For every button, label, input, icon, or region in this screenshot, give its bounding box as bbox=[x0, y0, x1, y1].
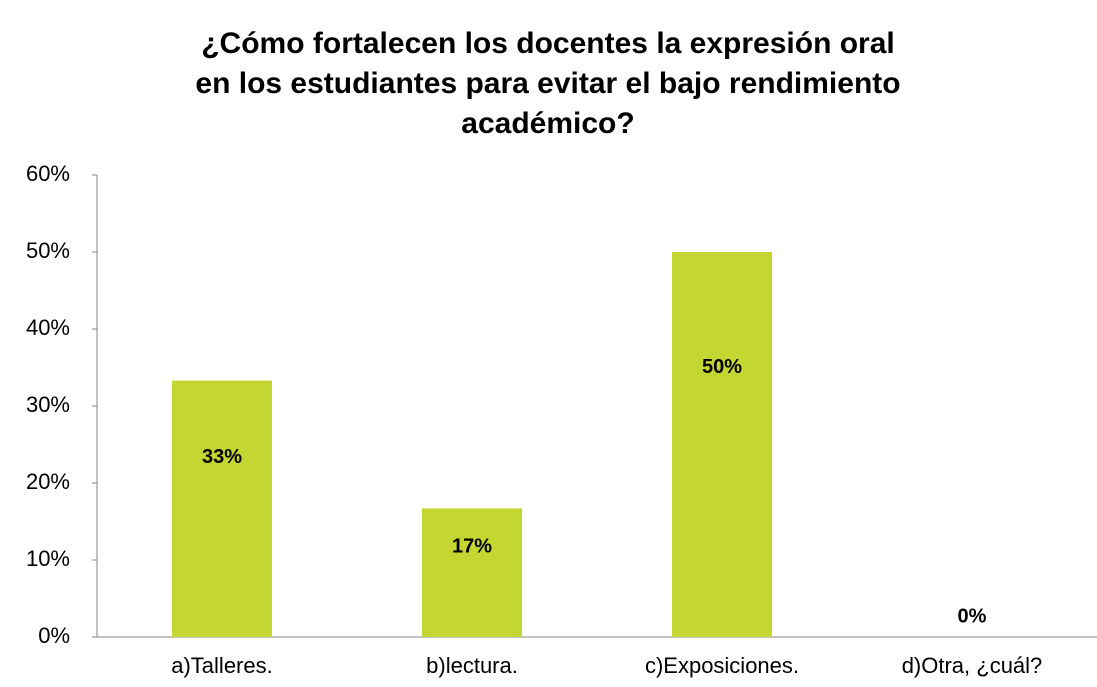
chart-title: ¿Cómo fortalecen los docentes la expresi… bbox=[201, 27, 895, 60]
y-tick-label: 40% bbox=[26, 315, 70, 340]
y-tick-label: 20% bbox=[26, 469, 70, 494]
value-label: 33% bbox=[202, 446, 242, 468]
y-tick-label: 60% bbox=[26, 161, 70, 186]
y-tick-label: 50% bbox=[26, 238, 70, 263]
y-tick-label: 10% bbox=[26, 546, 70, 571]
x-tick-label: a)Talleres. bbox=[171, 653, 272, 678]
bar bbox=[422, 508, 522, 637]
y-tick-label: 30% bbox=[26, 392, 70, 417]
x-tick-label: c)Exposiciones. bbox=[645, 653, 799, 678]
bar bbox=[672, 252, 772, 637]
value-label: 50% bbox=[702, 356, 742, 378]
chart-title: en los estudiantes para evitar el bajo r… bbox=[195, 67, 900, 100]
y-tick-label: 0% bbox=[38, 623, 70, 648]
x-tick-label: d)Otra, ¿cuál? bbox=[902, 653, 1043, 678]
x-tick-label: b)lectura. bbox=[426, 653, 518, 678]
value-label: 0% bbox=[958, 605, 987, 627]
value-label: 17% bbox=[452, 535, 492, 557]
chart-title: académico? bbox=[461, 107, 634, 140]
bar bbox=[172, 380, 272, 637]
